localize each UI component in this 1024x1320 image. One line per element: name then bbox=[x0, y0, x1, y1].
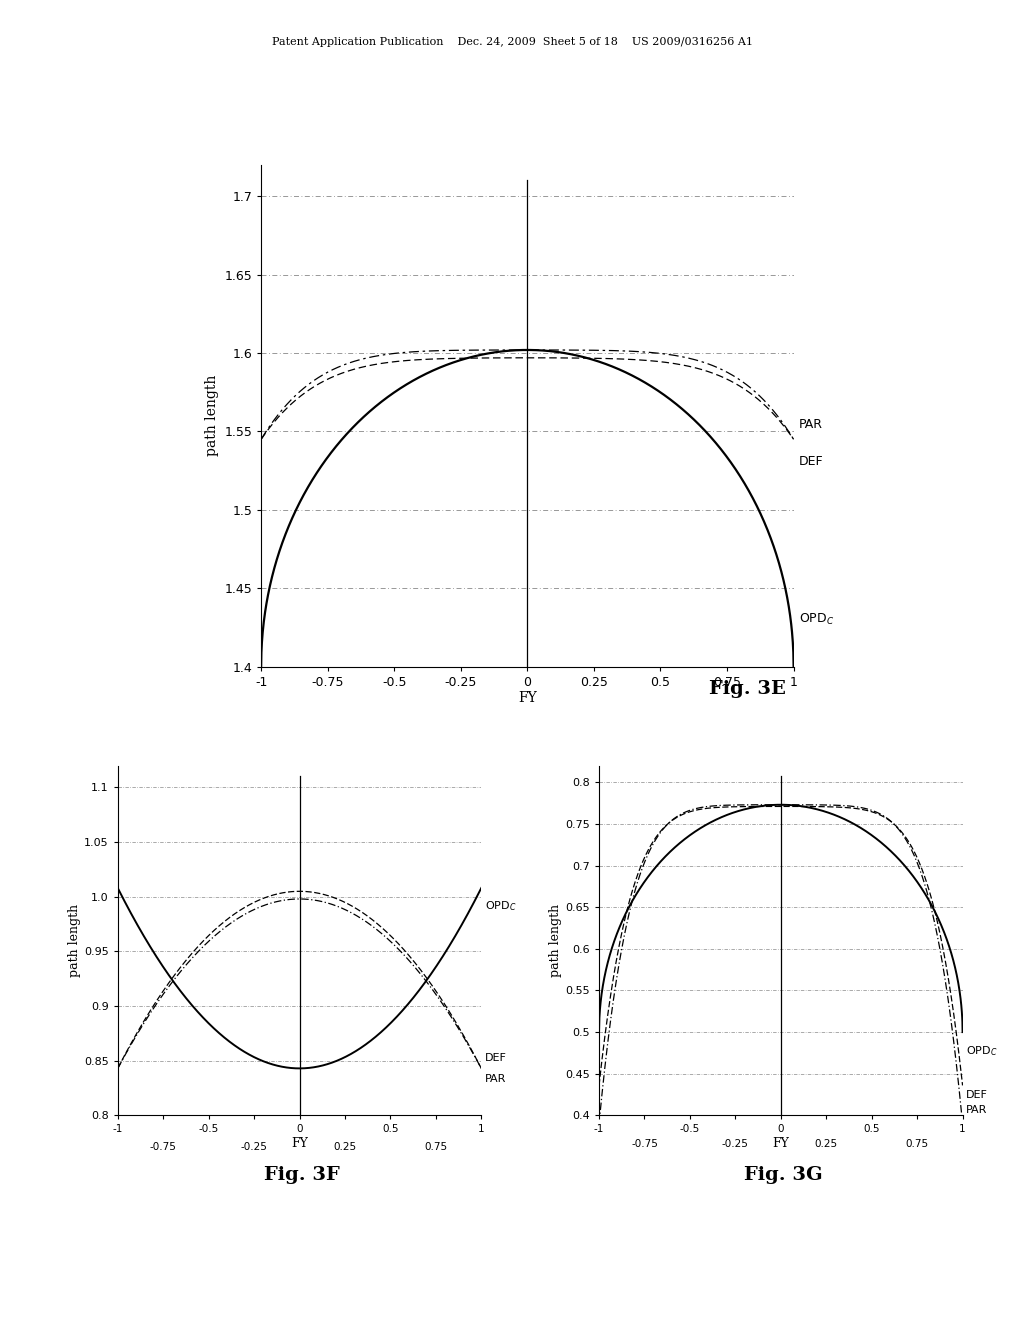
Text: OPD$_C$: OPD$_C$ bbox=[799, 612, 835, 627]
Text: 0.25: 0.25 bbox=[334, 1142, 356, 1151]
X-axis label: FY: FY bbox=[518, 692, 537, 705]
Text: PAR: PAR bbox=[799, 418, 823, 432]
Text: OPD$_C$: OPD$_C$ bbox=[967, 1044, 997, 1059]
Text: OPD$_C$: OPD$_C$ bbox=[485, 899, 516, 912]
Text: 0.75: 0.75 bbox=[424, 1142, 447, 1151]
Text: -0.25: -0.25 bbox=[241, 1142, 267, 1151]
X-axis label: FY: FY bbox=[291, 1138, 308, 1150]
Text: PAR: PAR bbox=[967, 1105, 987, 1115]
Text: Patent Application Publication    Dec. 24, 2009  Sheet 5 of 18    US 2009/031625: Patent Application Publication Dec. 24, … bbox=[271, 37, 753, 48]
Text: PAR: PAR bbox=[485, 1074, 506, 1084]
Text: DEF: DEF bbox=[485, 1053, 507, 1063]
Y-axis label: path length: path length bbox=[205, 375, 219, 457]
X-axis label: FY: FY bbox=[772, 1138, 790, 1150]
Y-axis label: path length: path length bbox=[69, 904, 81, 977]
Text: DEF: DEF bbox=[799, 455, 823, 469]
Text: Fig. 3E: Fig. 3E bbox=[709, 680, 786, 698]
Text: Fig. 3G: Fig. 3G bbox=[744, 1166, 822, 1184]
Y-axis label: path length: path length bbox=[550, 904, 562, 977]
Text: -0.75: -0.75 bbox=[150, 1142, 176, 1151]
Text: -0.25: -0.25 bbox=[722, 1139, 749, 1148]
Text: 0.25: 0.25 bbox=[815, 1139, 838, 1148]
Text: Fig. 3F: Fig. 3F bbox=[264, 1166, 340, 1184]
Text: DEF: DEF bbox=[967, 1089, 988, 1100]
Text: 0.75: 0.75 bbox=[905, 1139, 929, 1148]
Text: -0.75: -0.75 bbox=[631, 1139, 657, 1148]
